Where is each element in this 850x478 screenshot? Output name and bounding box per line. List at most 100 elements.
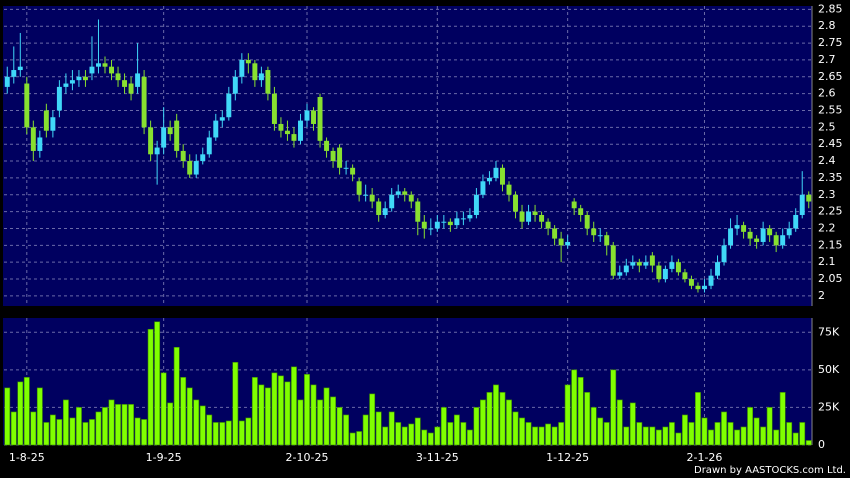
volume-bar xyxy=(271,372,278,446)
volume-bar xyxy=(369,393,376,446)
volume-bar xyxy=(506,399,512,446)
y-tick-label: 2.4 xyxy=(818,154,836,167)
volume-bar xyxy=(4,387,11,446)
candle-body xyxy=(89,66,95,74)
volume-bar xyxy=(682,414,688,446)
candle-body xyxy=(24,83,30,128)
x-tick-label: 2-10-25 xyxy=(286,451,329,464)
candle-body xyxy=(682,272,688,280)
candle-body xyxy=(82,76,88,81)
volume-bar xyxy=(186,387,193,446)
volume-bar xyxy=(773,429,780,446)
volume-bar xyxy=(636,422,643,446)
y-tick-label: 2.2 xyxy=(818,221,836,234)
candle-body xyxy=(37,137,43,151)
volume-bar xyxy=(206,414,213,446)
y-tick-label: 2.65 xyxy=(818,70,843,83)
candle-body xyxy=(786,228,792,236)
volume-bar xyxy=(447,422,454,446)
volume-bar xyxy=(655,429,662,446)
candle-body xyxy=(656,265,662,280)
volume-bar xyxy=(180,377,187,446)
volume-bar xyxy=(551,426,558,446)
y-tick-label: 2.1 xyxy=(818,255,836,268)
x-tick-label: 2-1-26 xyxy=(687,451,723,464)
candle-body xyxy=(317,97,323,141)
volume-bar xyxy=(284,381,291,446)
volume-bar xyxy=(343,414,350,446)
candle-body xyxy=(454,218,460,226)
candle-body xyxy=(258,73,264,81)
candle-body xyxy=(688,279,694,286)
candle-body xyxy=(363,194,369,196)
candle-body xyxy=(799,194,805,215)
candle-body xyxy=(500,167,505,185)
volume-bar xyxy=(434,426,441,446)
volume-bar xyxy=(642,426,649,446)
candle-body xyxy=(473,194,479,215)
candle-body xyxy=(96,63,101,67)
volume-bar xyxy=(69,417,76,446)
candle-body xyxy=(148,127,154,155)
volume-bar xyxy=(141,419,148,446)
volume-bar xyxy=(102,407,108,446)
candle-body xyxy=(213,120,219,138)
volume-bar xyxy=(753,417,760,446)
candle-body xyxy=(174,120,180,151)
candle-body xyxy=(382,208,388,215)
volume-bar xyxy=(336,407,343,446)
y-tick-label: 2.55 xyxy=(818,103,843,116)
candle-body xyxy=(17,66,23,71)
candle-body xyxy=(780,235,786,246)
volume-bar xyxy=(499,392,506,446)
volume-bar xyxy=(401,426,408,446)
volume-bar xyxy=(721,411,727,446)
candle-body xyxy=(408,194,414,202)
volume-bar xyxy=(323,387,330,446)
volume-bar xyxy=(525,422,532,446)
y-tick-label: 0 xyxy=(818,438,825,451)
volume-bar xyxy=(786,422,793,446)
y-tick-label: 2.15 xyxy=(818,238,843,251)
candle-body xyxy=(649,255,655,266)
volume-bar xyxy=(134,417,141,446)
volume-bar xyxy=(460,422,467,446)
candle-body xyxy=(376,201,382,215)
volume-bar xyxy=(23,377,30,446)
volume-bar xyxy=(701,417,708,446)
volume-bar xyxy=(317,399,323,446)
candle-body xyxy=(695,285,701,290)
candle-body xyxy=(304,110,310,121)
y-tick-label: 2.45 xyxy=(818,137,843,150)
y-tick-label: 2.8 xyxy=(818,19,836,32)
volume-bar xyxy=(610,369,617,446)
volume-bar xyxy=(128,404,134,446)
candle-body xyxy=(675,262,681,273)
volume-bar xyxy=(76,407,82,446)
volume-bar xyxy=(760,426,767,446)
candle-body xyxy=(591,228,597,236)
x-tick-label: 1-12-25 xyxy=(546,451,589,464)
candle-body xyxy=(526,211,532,222)
candle-body xyxy=(741,225,747,232)
volume-bar xyxy=(154,321,161,446)
candle-body xyxy=(617,272,623,276)
candle-body xyxy=(141,76,147,128)
volume-bar xyxy=(453,414,460,446)
candle-body xyxy=(421,221,427,229)
volume-bar xyxy=(362,414,369,446)
volume-bar xyxy=(251,377,258,446)
volume-bar xyxy=(597,417,604,446)
volume-bar xyxy=(545,423,552,446)
volume-bar xyxy=(49,414,56,446)
volume-bar xyxy=(238,420,245,446)
volume-bar xyxy=(486,392,493,446)
candle-body xyxy=(395,191,401,195)
candle-body xyxy=(708,275,714,286)
volume-bar xyxy=(766,407,773,446)
volume-bar xyxy=(278,375,284,446)
candle-body xyxy=(298,120,303,141)
candle-body xyxy=(63,83,69,87)
candle-body xyxy=(187,161,193,175)
